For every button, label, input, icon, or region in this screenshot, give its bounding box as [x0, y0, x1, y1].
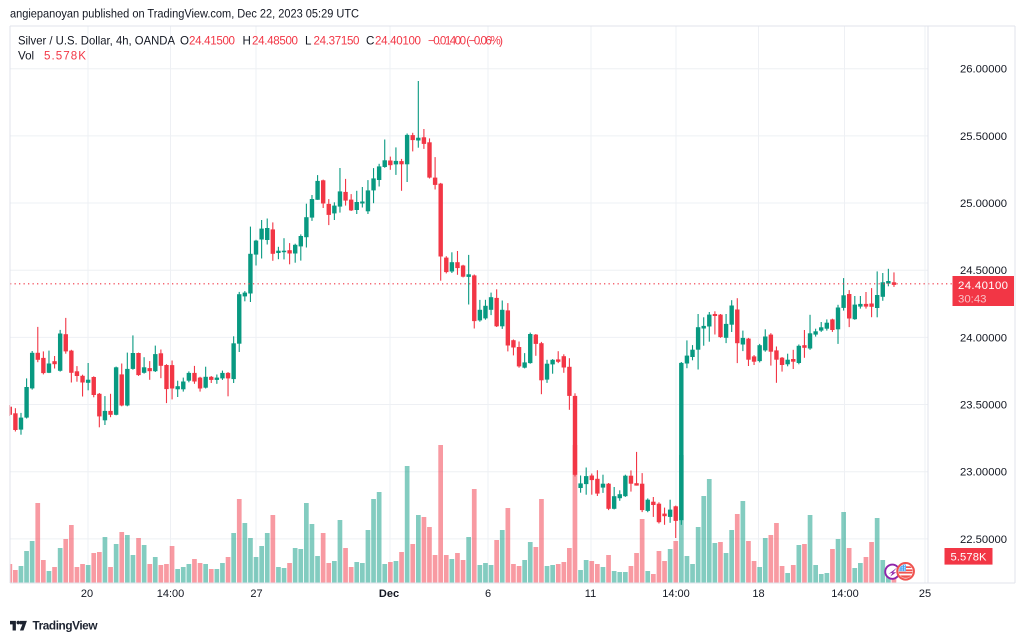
svg-text:30:43: 30:43 [958, 293, 987, 305]
svg-text:24.40100: 24.40100 [375, 35, 421, 48]
svg-text:24.50000: 24.50000 [960, 265, 1007, 277]
svg-text:H: H [243, 35, 251, 48]
svg-text:27: 27 [250, 588, 262, 600]
svg-text:24.41500: 24.41500 [189, 35, 235, 48]
svg-text:Vol: Vol [18, 50, 34, 63]
svg-text:C: C [366, 35, 374, 48]
svg-text:14:00: 14:00 [831, 588, 859, 600]
svg-text:TradingView: TradingView [33, 619, 99, 633]
svg-text:14:00: 14:00 [662, 588, 690, 600]
svg-text:L: L [305, 35, 312, 48]
svg-text:25.50000: 25.50000 [960, 131, 1007, 143]
svg-text:Dec: Dec [379, 588, 399, 600]
svg-text:11: 11 [585, 588, 596, 600]
svg-text:25: 25 [919, 588, 931, 600]
svg-text:5.578K: 5.578K [44, 50, 86, 63]
svg-text:Silver / U.S. Dollar, 4h, OAND: Silver / U.S. Dollar, 4h, OANDA [18, 35, 175, 48]
svg-text:24.40100: 24.40100 [958, 280, 1008, 292]
svg-text:23.00000: 23.00000 [960, 467, 1007, 479]
svg-text:5.578K: 5.578K [951, 551, 988, 563]
svg-text:26.00000: 26.00000 [960, 64, 1007, 76]
svg-text:24.00000: 24.00000 [960, 332, 1007, 344]
svg-text:14:00: 14:00 [157, 588, 185, 600]
svg-text:−0.01400 (−0.06%): −0.01400 (−0.06%) [428, 35, 503, 48]
svg-text:O: O [180, 35, 189, 48]
svg-text:24.37150: 24.37150 [314, 35, 360, 48]
svg-text:angiepanoyan published on Trad: angiepanoyan published on TradingView.co… [10, 7, 359, 21]
svg-text:18: 18 [752, 588, 764, 600]
svg-text:24.48500: 24.48500 [252, 35, 298, 48]
svg-text:23.50000: 23.50000 [960, 400, 1007, 412]
svg-text:25.00000: 25.00000 [960, 198, 1007, 210]
svg-text:22.50000: 22.50000 [960, 534, 1007, 546]
svg-text:20: 20 [81, 588, 93, 600]
svg-text:6: 6 [485, 588, 491, 600]
